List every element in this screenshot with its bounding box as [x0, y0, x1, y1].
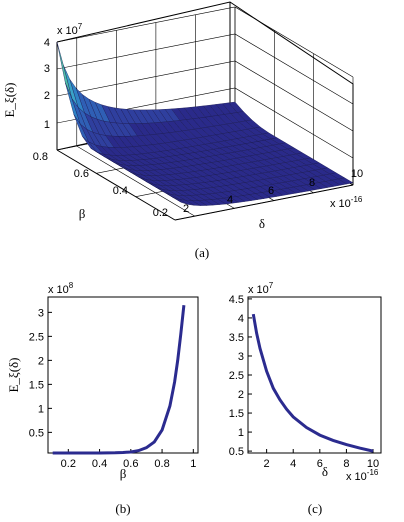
panel-c-x-tick-label: 2 — [264, 458, 270, 470]
panel-a-delta-tick-4: 8 — [309, 177, 315, 189]
panel-a-delta-label: δ — [259, 216, 265, 231]
panel-c-y-tick-label: 4.5 — [229, 294, 244, 306]
panel-a-z-gridline — [56, 33, 354, 105]
panel-b-line-plot: 0.511.522.53 0.2 0.4 0.6 0.8 1 x 108 E_ξ(δ) … — [6, 281, 199, 516]
panel-c-y-tick-label: 3.5 — [229, 332, 244, 344]
panel-c-x-tick-label: 10 — [367, 458, 379, 470]
panel-c-caption: (c) — [308, 501, 322, 516]
panel-a-z-tick-3: 3 — [44, 63, 50, 75]
panel-b-y-tick-label: 3 — [38, 307, 44, 319]
panel-c-x-tick-label: 8 — [343, 458, 349, 470]
panel-c-x-tick-label: 6 — [317, 458, 323, 470]
panel-a-beta-tick-3: 0.6 — [74, 168, 89, 180]
panel-a-z-label: E_ξ(δ) — [2, 82, 17, 117]
panel-b-x-label: β — [120, 466, 127, 481]
panel-b-y-tick-label: 1 — [38, 403, 44, 415]
panel-b-y-ticks: 0.5 1 1.5 2 2.5 3 — [29, 307, 52, 439]
panel-a-surface-patch — [56, 41, 72, 99]
panel-b-y-tick-label: 1.5 — [29, 379, 44, 391]
panel-c-x-label: δ — [322, 464, 328, 479]
panel-c-line-plot: 0.5 1 1.5 2 2.5 3 3.5 4 4.5 2 4 6 8 10 x 107 x 10-16… — [229, 281, 382, 516]
panel-a-surface-patch — [166, 193, 182, 203]
panel-a-delta-tick-1: 2 — [183, 203, 189, 215]
panel-c-y-tick-label: 1 — [238, 427, 244, 439]
panel-b-y-exponent: x 108 — [48, 281, 74, 296]
panel-a-z-tick-1: 1 — [44, 119, 50, 131]
panel-c-y-tick-label: 1.5 — [229, 408, 244, 420]
panel-c-y-ticks: 0.5 1 1.5 2 2.5 3 3.5 4 4.5 — [229, 294, 252, 458]
panel-c-y-tick-label: 2.5 — [229, 370, 244, 382]
panel-b-x-tick-label: 0.2 — [61, 458, 76, 470]
panel-c-y-tick-label: 4 — [238, 313, 244, 325]
panel-a-beta-ticks: 0.2 0.4 0.6 0.8 — [33, 151, 168, 219]
panel-b-y-label: E_ξ(δ) — [6, 357, 21, 392]
panel-a-beta-tick-4: 0.8 — [33, 151, 48, 163]
panel-b-x-ticks: 0.2 0.4 0.6 0.8 1 — [61, 449, 196, 470]
panel-a-beta-tick-1: 0.2 — [153, 207, 168, 219]
panel-c-x-ticks: 2 4 6 8 10 — [264, 449, 379, 470]
panel-a-beta-axis-line — [56, 149, 176, 221]
panel-b-series-line — [52, 305, 186, 455]
panel-a-surface-mesh — [56, 41, 354, 206]
panel-a-delta-ticks: 2 4 6 8 10 — [183, 168, 363, 215]
panel-b-x-tick-label: 0.6 — [123, 458, 138, 470]
panel-a-delta-tick-3: 6 — [268, 185, 274, 197]
panel-b-x-tick-label: 1 — [190, 458, 196, 470]
panel-c-x-exponent: x 10-16 — [346, 468, 379, 483]
panel-b-x-tick-label: 0.4 — [92, 458, 107, 470]
panel-c-y-tick-label: 3 — [238, 351, 244, 363]
panel-b-y-tick-label: 0.5 — [29, 427, 44, 439]
panel-a-delta-tick-2: 4 — [227, 194, 233, 206]
panel-a-delta-exponent: x 10-16 — [330, 195, 363, 210]
panel-a-beta-gridline — [174, 77, 354, 221]
panel-a-z-gridline — [56, 6, 354, 78]
panel-b-y-tick-label: 2 — [38, 355, 44, 367]
panel-a-z-exponent: x 107 — [57, 22, 83, 37]
panel-c-x-tick-label: 4 — [290, 458, 296, 470]
panel-a-delta-tick-5: 10 — [351, 168, 363, 180]
panel-a-surface-plot: 1 2 3 4 x 107 E_ξ(δ) 0.2 0.4 0.6 0.8 β 2… — [2, 1, 363, 260]
panel-c-y-exponent: x 107 — [248, 281, 274, 296]
panel-a-beta-tick-2: 0.4 — [113, 185, 128, 197]
panel-a-beta-label: β — [79, 206, 86, 221]
panel-a-z-tick-4: 4 — [44, 37, 50, 49]
panel-a-z-tick-2: 2 — [44, 90, 50, 102]
panel-a-z-ticks: 1 2 3 4 — [44, 37, 50, 131]
panel-b-x-tick-label: 0.8 — [154, 458, 169, 470]
panel-a-caption: (a) — [195, 245, 209, 260]
panel-b-y-tick-label: 2.5 — [29, 331, 44, 343]
panel-c-y-tick-label: 2 — [238, 389, 244, 401]
panel-c-y-tick-label: 0.5 — [229, 446, 244, 458]
panel-c-series-line — [251, 313, 374, 453]
panel-b-caption: (b) — [115, 501, 130, 516]
